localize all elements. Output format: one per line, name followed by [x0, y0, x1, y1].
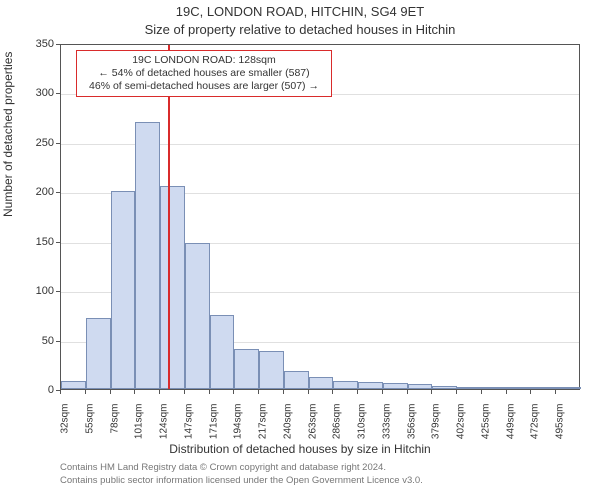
chart-title-line1: 19C, LONDON ROAD, HITCHIN, SG4 9ET — [0, 4, 600, 19]
y-tick-label: 100 — [14, 285, 54, 297]
x-tick-mark — [233, 390, 234, 394]
y-tick-mark — [56, 242, 60, 243]
histogram-bar — [309, 377, 334, 389]
y-tick-label: 300 — [14, 87, 54, 99]
chart-title-line2: Size of property relative to detached ho… — [0, 22, 600, 37]
histogram-bar — [556, 387, 581, 389]
footer-line: Contains public sector information licen… — [60, 475, 423, 488]
histogram-bar — [358, 382, 383, 389]
y-tick-mark — [56, 291, 60, 292]
histogram-bar — [432, 386, 457, 389]
histogram-bar — [457, 387, 482, 389]
x-tick-mark — [209, 390, 210, 394]
x-tick-mark — [481, 390, 482, 394]
annotation-line: 19C LONDON ROAD: 128sqm — [83, 54, 325, 67]
chart-container: 19C, LONDON ROAD, HITCHIN, SG4 9ET Size … — [0, 0, 600, 500]
y-tick-label: 350 — [14, 38, 54, 50]
histogram-bar — [86, 318, 111, 389]
histogram-bar — [482, 387, 507, 389]
x-tick-mark — [382, 390, 383, 394]
y-tick-mark — [56, 44, 60, 45]
footer-line: Contains HM Land Registry data © Crown c… — [60, 462, 423, 475]
annotation-line: 46% of semi-detached houses are larger (… — [83, 80, 325, 93]
x-tick-mark — [506, 390, 507, 394]
y-tick-mark — [56, 143, 60, 144]
x-tick-mark — [258, 390, 259, 394]
x-tick-mark — [184, 390, 185, 394]
histogram-bar — [135, 122, 160, 389]
histogram-bar — [507, 387, 532, 389]
histogram-bar — [284, 371, 309, 389]
annotation-box: 19C LONDON ROAD: 128sqm ← 54% of detache… — [76, 50, 332, 97]
histogram-bar — [234, 349, 259, 389]
x-tick-mark — [332, 390, 333, 394]
histogram-bar — [531, 387, 556, 389]
x-tick-mark — [159, 390, 160, 394]
histogram-bar — [160, 186, 185, 389]
x-tick-mark — [85, 390, 86, 394]
y-tick-label: 200 — [14, 186, 54, 198]
x-tick-mark — [134, 390, 135, 394]
y-tick-mark — [56, 192, 60, 193]
x-tick-mark — [60, 390, 61, 394]
histogram-bar — [185, 243, 210, 389]
histogram-bar — [408, 384, 433, 389]
y-tick-label: 250 — [14, 137, 54, 149]
y-axis-label: Number of detached properties — [1, 52, 15, 217]
histogram-bar — [259, 351, 284, 389]
footer-attribution: Contains HM Land Registry data © Crown c… — [60, 462, 423, 488]
x-tick-mark — [456, 390, 457, 394]
x-tick-mark — [555, 390, 556, 394]
histogram-bar — [61, 381, 86, 389]
annotation-line: ← 54% of detached houses are smaller (58… — [83, 67, 325, 80]
y-tick-label: 50 — [14, 335, 54, 347]
histogram-bar — [383, 383, 408, 389]
x-tick-mark — [283, 390, 284, 394]
x-tick-mark — [357, 390, 358, 394]
x-axis-label: Distribution of detached houses by size … — [0, 442, 600, 456]
histogram-bar — [111, 191, 136, 389]
x-tick-mark — [431, 390, 432, 394]
y-tick-mark — [56, 341, 60, 342]
histogram-bar — [333, 381, 358, 389]
y-tick-mark — [56, 93, 60, 94]
histogram-bar — [210, 315, 235, 389]
x-tick-mark — [530, 390, 531, 394]
x-tick-mark — [407, 390, 408, 394]
y-tick-label: 150 — [14, 236, 54, 248]
y-tick-label: 0 — [14, 384, 54, 396]
x-tick-mark — [308, 390, 309, 394]
x-tick-mark — [110, 390, 111, 394]
